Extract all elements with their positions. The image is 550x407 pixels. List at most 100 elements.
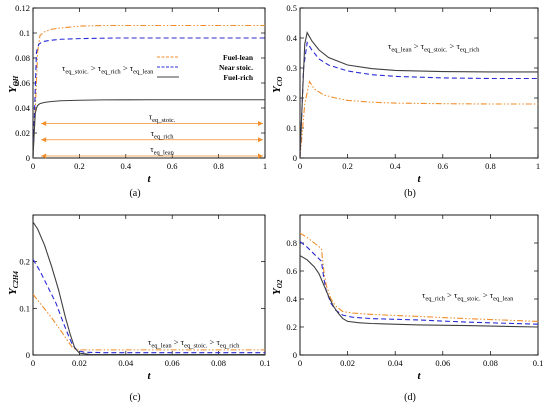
y-tick-label: 0	[26, 153, 30, 163]
x-tick-label: 0.08	[211, 358, 226, 368]
x-tick-label: 0.06	[435, 358, 450, 368]
tau-symbol: τ	[62, 63, 66, 73]
x-tick-label: 0.6	[437, 161, 448, 171]
inequality-annotation: τeq_lean > τeq_stoic. > τeq_rich	[148, 337, 240, 350]
panel-caption: (b)	[404, 188, 416, 199]
y-axis-label: YOH	[7, 75, 20, 93]
y-tick-label: 0.4	[286, 33, 297, 43]
y-axis-label: YC2H4	[7, 271, 20, 295]
y-tick-label: 0.12	[15, 3, 30, 13]
timescale-arrow-label: τeq_lean	[150, 144, 174, 157]
y-axis-label-main: Y	[7, 85, 19, 93]
inequality-annotation: τeq_stoic. > τeq_rich > τeq_lean	[62, 63, 154, 76]
y-tick-label: 0	[293, 153, 297, 163]
inequality-annotation: τeq_rich > τeq_stoic. > τeq_lean	[422, 290, 514, 303]
legend-label: Near stoic.	[219, 63, 253, 72]
tau-subscript: eq_stoic.	[424, 47, 448, 54]
y-axis-label-main: Y	[271, 287, 283, 295]
x-tick-label: 1	[263, 161, 267, 171]
tau-subscript: eq_rich	[425, 296, 445, 303]
y-axis-label-main: Y	[7, 287, 19, 295]
tau-subscript: eq_lean	[493, 296, 514, 303]
tau-subscript: eq_stoic.	[184, 343, 208, 350]
x-tick-label: 0.4	[390, 161, 401, 171]
x-axis-label: t	[147, 173, 151, 185]
legend-label: Fuel-lean	[223, 53, 254, 62]
series-line-rich	[300, 31, 538, 158]
x-tick-label: 0.1	[533, 358, 544, 368]
chart-panel-a: 0 0.2 0.4 0.6 0.8 1 0 0.02 0.04 0.06 0.08 0.1 0.12 t Y…	[7, 3, 267, 199]
tau-subscript: eq_stoic.	[152, 117, 176, 124]
x-tick-label: 1	[536, 161, 540, 171]
series-line-lean	[300, 80, 538, 158]
chart-panel-d: 0 0.02 0.04 0.06 0.08 0.1 0 0.2 0.4 0.6 0.8 t YO2 (d)…	[271, 214, 544, 403]
timescale-arrowhead-right	[258, 121, 263, 126]
x-tick-label: 0	[31, 358, 35, 368]
series-line-stoic	[33, 259, 265, 354]
legend-label: Fuel-rich	[223, 73, 253, 82]
y-tick-label: 0.6	[286, 266, 297, 276]
x-tick-label: 0	[298, 358, 302, 368]
x-tick-label: 0	[31, 161, 35, 171]
tau-subscript: eq_rich	[154, 133, 174, 140]
series-line-lean	[300, 232, 538, 322]
y-axis-label-subscript: CO	[276, 77, 284, 87]
timescale-arrowhead-left	[41, 137, 47, 143]
tau-symbol: τ	[150, 144, 154, 154]
x-axis-label: t	[417, 173, 421, 185]
y-tick-label: 0.1	[286, 123, 297, 133]
inequality-annotation: τeq_lean > τeq_stoic. > τeq_rich	[388, 41, 480, 54]
tau-symbol: > τ	[447, 41, 460, 51]
tau-subscript: eq_stoic.	[65, 69, 89, 76]
tau-symbol: > τ	[207, 337, 220, 347]
x-tick-label: 0.2	[74, 161, 85, 171]
x-tick-label: 0.1	[260, 358, 271, 368]
plot-frame	[299, 7, 539, 159]
x-tick-label: 0.02	[340, 358, 355, 368]
y-axis-label-subscript: C2H4	[12, 271, 20, 289]
series-line-rich	[33, 99, 265, 158]
tau-subscript: eq_rich	[101, 69, 121, 76]
series-line-stoic	[33, 37, 265, 158]
plot-frame	[32, 7, 266, 159]
series-line-rich	[300, 255, 538, 328]
y-tick-label: 0.8	[286, 238, 297, 248]
x-tick-label: 0.6	[167, 161, 178, 171]
y-tick-label: 0.2	[286, 93, 297, 103]
panel-caption: (d)	[404, 392, 416, 403]
x-axis-label: t	[417, 370, 421, 382]
y-tick-label: 0.5	[286, 3, 297, 13]
tau-symbol: > τ	[445, 290, 458, 300]
tau-subscript: eq_lean	[391, 47, 412, 54]
tau-symbol: τ	[151, 128, 155, 138]
plot-frame	[299, 214, 539, 356]
y-tick-label: 0.1	[19, 303, 30, 313]
x-tick-label: 0.8	[485, 161, 496, 171]
y-tick-label: 0.02	[15, 128, 30, 138]
y-tick-label: 0.2	[19, 257, 30, 267]
tau-subscript: eq_lean	[133, 69, 154, 76]
y-tick-label: 0	[293, 350, 297, 360]
x-tick-label: 0.04	[118, 358, 134, 368]
y-tick-label: 0.3	[286, 63, 297, 73]
y-tick-label: 0	[26, 350, 30, 360]
y-tick-label: 0.4	[286, 294, 297, 304]
tau-symbol: τ	[388, 41, 392, 51]
y-tick-label: 0.04	[15, 103, 31, 113]
y-axis-label: YCO	[271, 77, 284, 93]
tau-symbol: τ	[148, 337, 152, 347]
chart-panel-c: 0 0.02 0.04 0.06 0.08 0.100.10.2tYC2H4(c)τeq_…	[7, 214, 271, 403]
series-line-rich	[33, 221, 265, 355]
tau-subscript: eq_rich	[460, 47, 480, 54]
y-tick-label: 0.1	[19, 28, 30, 38]
tau-symbol: τ	[422, 290, 426, 300]
tau-subscript: eq_lean	[151, 343, 172, 350]
x-tick-label: 0	[298, 161, 302, 171]
x-tick-label: 0.02	[72, 358, 87, 368]
tau-symbol: τ	[149, 112, 153, 122]
y-axis-label-subscript: OH	[12, 75, 20, 86]
x-tick-label: 0.04	[388, 358, 404, 368]
chart-panel-b: 0 0.2 0.4 0.6 0.8 100.10.20.30.40.5tYCO(b)τeq…	[271, 3, 540, 199]
tau-subscript: eq_rich	[220, 343, 240, 350]
